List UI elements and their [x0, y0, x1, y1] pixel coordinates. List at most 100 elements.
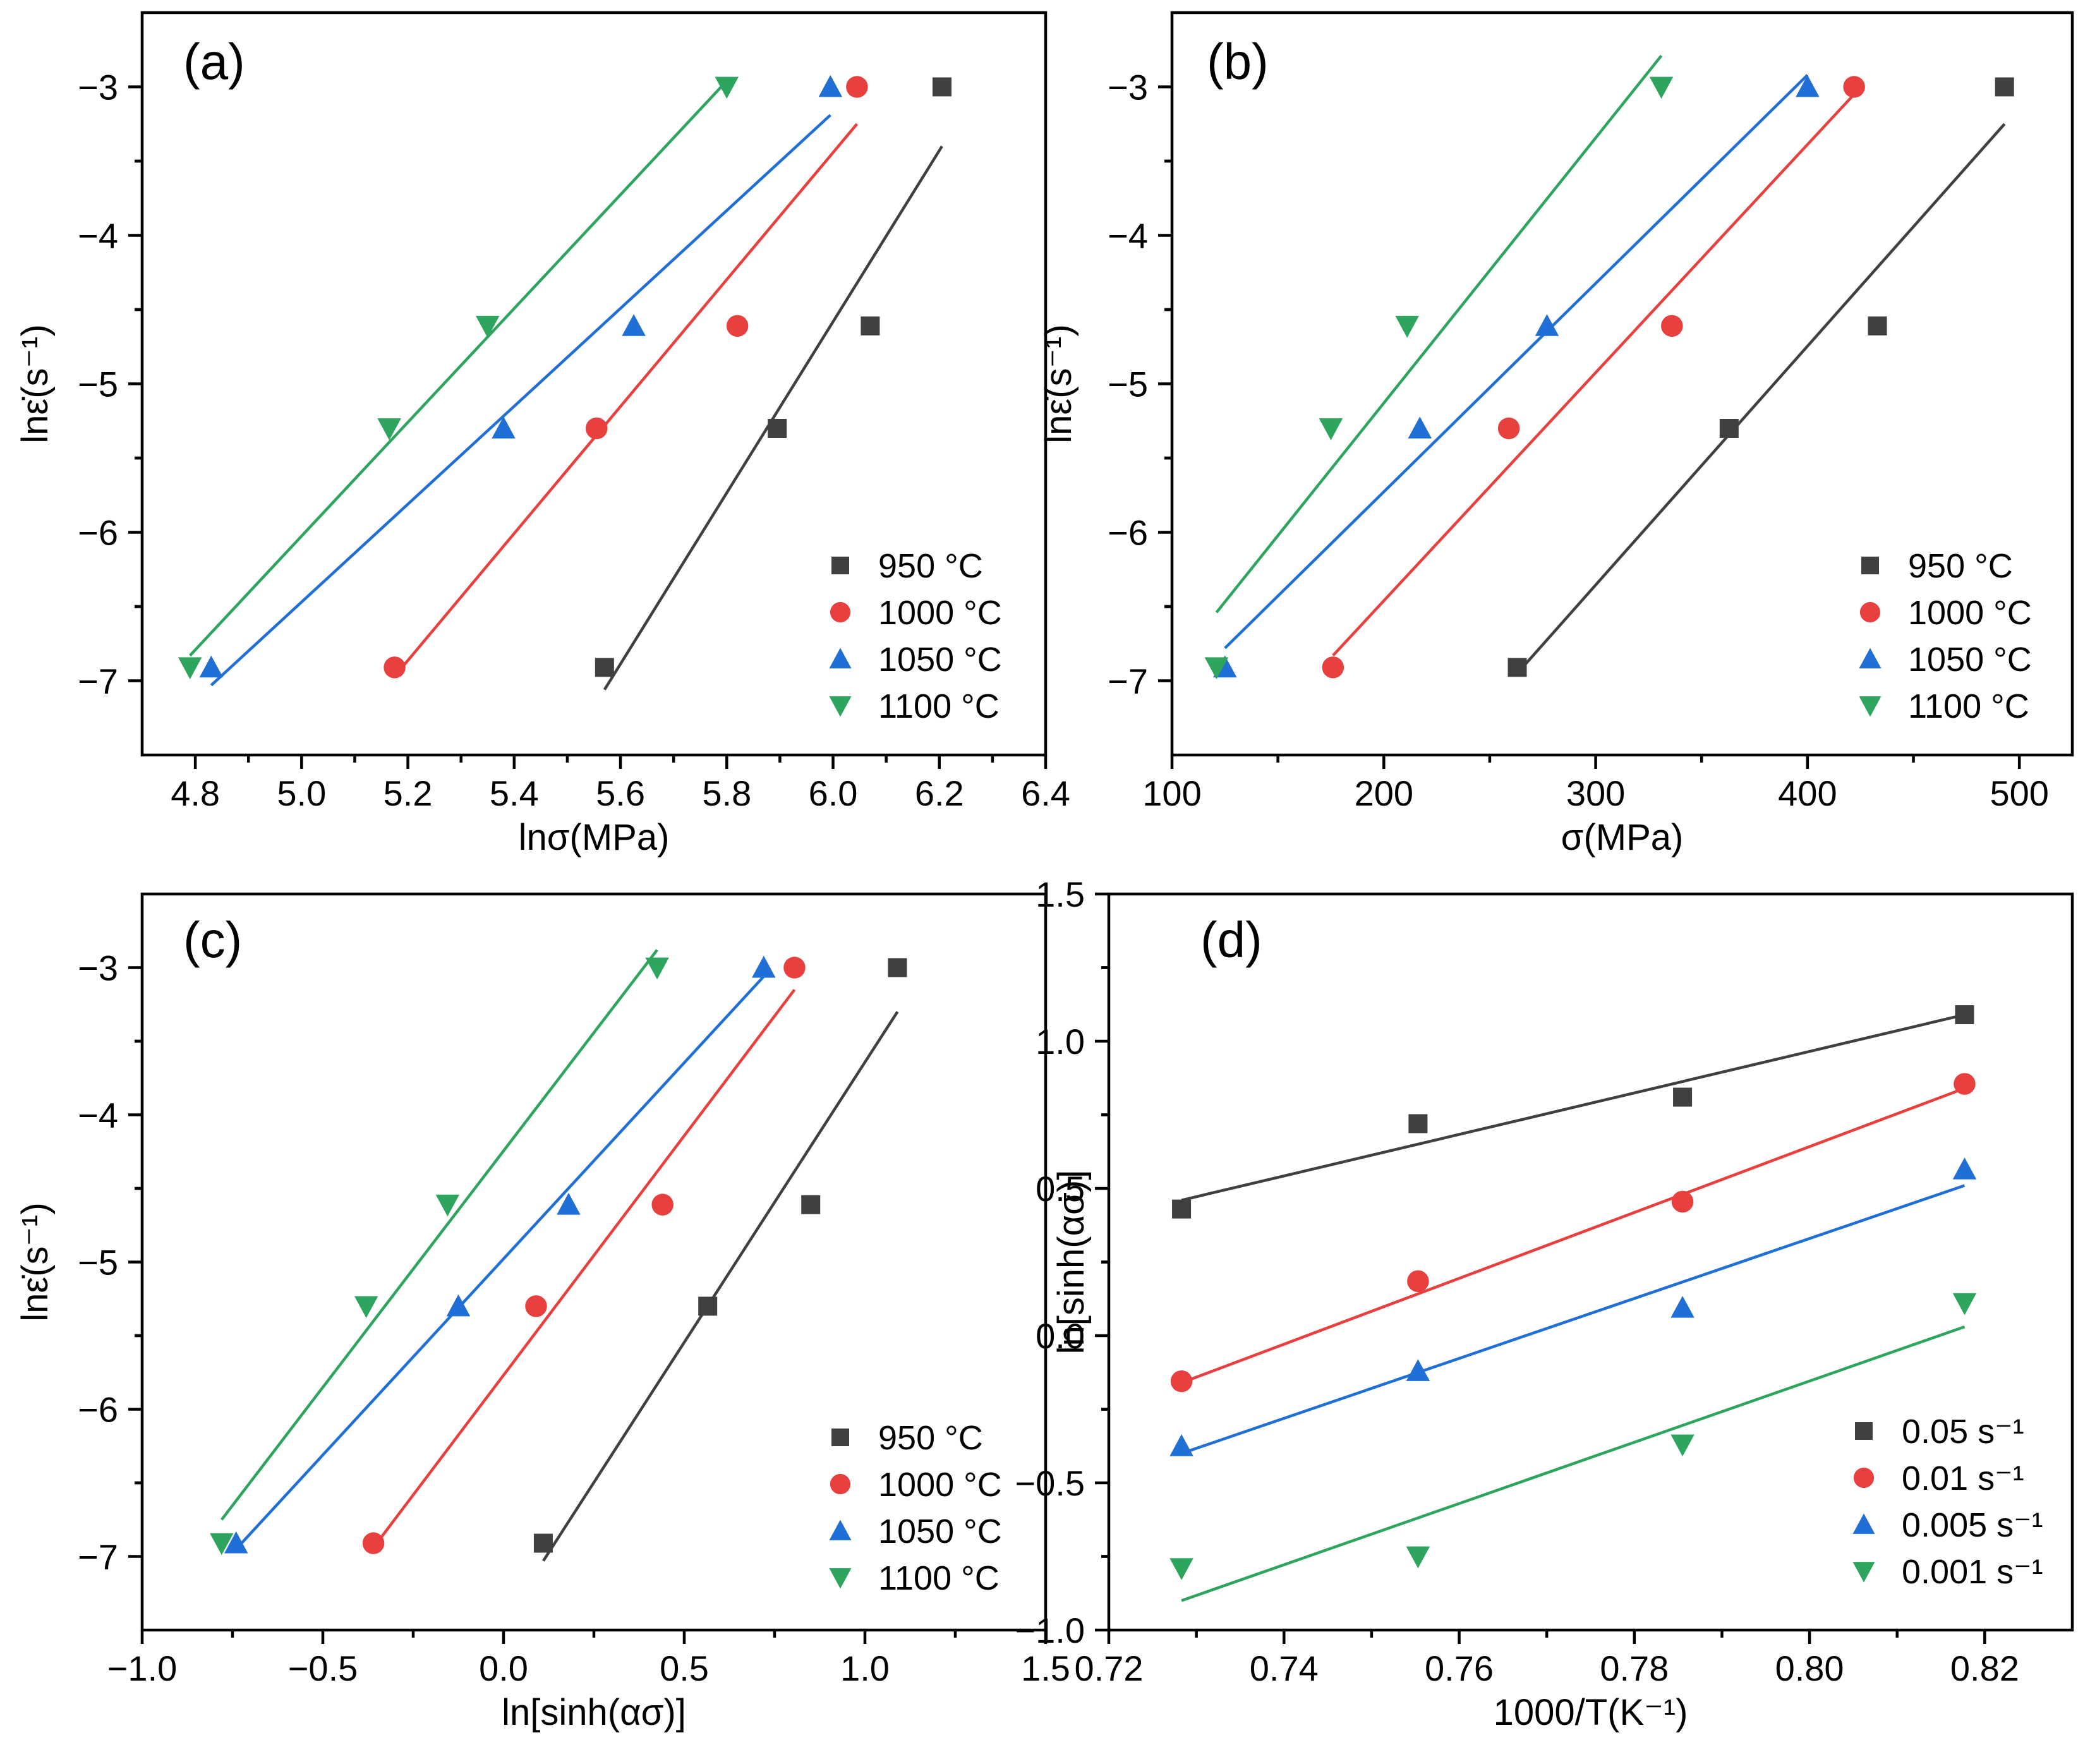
- data-point: [1952, 1293, 1977, 1315]
- x-tick-label: 0.0: [479, 1648, 528, 1688]
- fit-line: [210, 114, 831, 687]
- x-tick-label: 4.8: [171, 773, 220, 813]
- data-point: [715, 76, 739, 99]
- y-tick-label: −3: [78, 948, 118, 988]
- x-tick-label: 0.80: [1775, 1648, 1844, 1688]
- x-tick-label: 0.82: [1950, 1648, 2019, 1688]
- data-point: [1408, 416, 1432, 438]
- y-tick-label: −7: [1108, 662, 1148, 701]
- y-tick-label: −4: [78, 1096, 118, 1135]
- y-tick-label: 1.0: [1036, 1022, 1085, 1061]
- y-tick-label: −0.5: [1015, 1463, 1085, 1503]
- legend-marker: [829, 696, 852, 717]
- data-point: [1169, 1558, 1193, 1580]
- fit-line: [1224, 74, 1809, 649]
- x-tick-label: 0.74: [1250, 1648, 1319, 1688]
- data-point: [533, 1533, 553, 1553]
- data-point: [1649, 76, 1674, 99]
- y-tick-label: −6: [78, 1390, 118, 1430]
- y-tick-label: −4: [78, 216, 118, 256]
- y-tick-label: −6: [1108, 513, 1148, 553]
- legend-label: 950 °C: [878, 1419, 983, 1457]
- data-point: [818, 75, 843, 97]
- legend-marker: [831, 557, 849, 574]
- data-point: [1954, 1073, 1976, 1095]
- data-point: [1395, 315, 1419, 338]
- y-axis-label: lnε̇(s⁻¹): [15, 1202, 56, 1322]
- y-tick-label: −3: [78, 68, 118, 107]
- fit-line: [235, 975, 765, 1550]
- fit-line: [542, 1011, 899, 1562]
- x-tick-label: 5.0: [277, 773, 326, 813]
- y-tick-label: 0.5: [1036, 1169, 1085, 1209]
- legend-marker: [829, 1568, 852, 1589]
- legend-marker: [1855, 1422, 1873, 1440]
- data-point: [1671, 1190, 1694, 1213]
- data-point: [1507, 658, 1527, 677]
- data-point: [1670, 1295, 1694, 1318]
- data-point: [446, 1294, 471, 1317]
- legend-label: 1050 °C: [878, 641, 1002, 679]
- x-tick-label: 500: [1990, 773, 2048, 813]
- data-point: [1952, 1157, 1977, 1180]
- panel-letter: (b): [1207, 33, 1269, 90]
- legend-label: 1100 °C: [1908, 687, 2029, 725]
- legend-label: 0.01 s⁻¹: [1902, 1459, 2024, 1497]
- y-tick-label: −5: [78, 365, 118, 404]
- panel-letter: (c): [183, 912, 242, 968]
- data-point: [476, 315, 500, 338]
- legend-marker: [830, 1473, 851, 1495]
- x-tick-label: 5.2: [384, 773, 433, 813]
- legend-label: 1000 °C: [1908, 594, 2032, 632]
- data-point: [199, 655, 224, 678]
- data-point: [1169, 1434, 1193, 1456]
- y-tick-label: −5: [1108, 365, 1148, 404]
- legend-marker: [1859, 601, 1881, 623]
- panel-c: −1.0 −0.5 0.0 0.5 1.0 1.5 −7 −6 −5 −4 −3 ln[sinh(ασ…: [15, 892, 1070, 1733]
- data-point: [492, 416, 516, 438]
- data-point: [801, 1195, 821, 1214]
- panel-d: 0.72 0.74 0.76 0.78 0.80 0.82 −1.0 −0.5 0.0 0.5 1.…: [1015, 874, 2074, 1733]
- data-point: [1170, 1370, 1193, 1392]
- x-axis-label: 1000/T(K⁻¹): [1494, 1692, 1688, 1733]
- legend-marker: [1853, 1467, 1875, 1489]
- legend-label: 1000 °C: [878, 594, 1002, 632]
- x-axis-label: lnσ(MPa): [519, 817, 670, 858]
- data-point: [1406, 1359, 1430, 1381]
- y-tick-label: −7: [78, 662, 118, 701]
- x-tick-label: 0.76: [1425, 1648, 1494, 1688]
- data-point: [595, 658, 614, 677]
- fit-line: [372, 989, 796, 1549]
- panel-letter: (a): [183, 33, 245, 90]
- data-point: [178, 657, 202, 680]
- data-point: [698, 1296, 718, 1316]
- x-tick-label: 300: [1566, 773, 1625, 813]
- y-tick-label: −6: [78, 513, 118, 553]
- legend-label: 1050 °C: [1908, 641, 2032, 679]
- legend-marker: [830, 601, 851, 623]
- panel-b: 100 200 300 400 500 −7 −6 −5 −4 −3 σ(MPa) lnε̇(s⁻¹)…: [1038, 11, 2074, 858]
- fit-line: [1332, 93, 1856, 657]
- data-point: [1955, 1005, 1974, 1025]
- legend-label: 1000 °C: [878, 1466, 1002, 1504]
- y-tick-label: 0.0: [1036, 1316, 1085, 1356]
- x-tick-label: 6.2: [915, 773, 964, 813]
- x-tick-label: 5.6: [596, 773, 645, 813]
- legend-label: 1050 °C: [878, 1513, 1002, 1550]
- data-point: [1868, 316, 1887, 335]
- x-axis-label: σ(MPa): [1561, 817, 1684, 858]
- x-axis-label: ln[sinh(ασ)]: [502, 1692, 686, 1733]
- fit-line: [1181, 1325, 1966, 1602]
- data-point: [861, 316, 880, 335]
- legend-marker: [1859, 648, 1882, 668]
- legend-label: 1100 °C: [878, 1559, 1000, 1597]
- fit-line: [393, 123, 859, 677]
- data-point: [1407, 1270, 1429, 1293]
- y-tick-label: 1.5: [1036, 874, 1085, 914]
- y-tick-label: −5: [78, 1243, 118, 1283]
- data-point: [726, 315, 749, 337]
- data-point: [888, 958, 907, 977]
- data-point: [1535, 314, 1559, 336]
- data-point: [651, 1193, 674, 1216]
